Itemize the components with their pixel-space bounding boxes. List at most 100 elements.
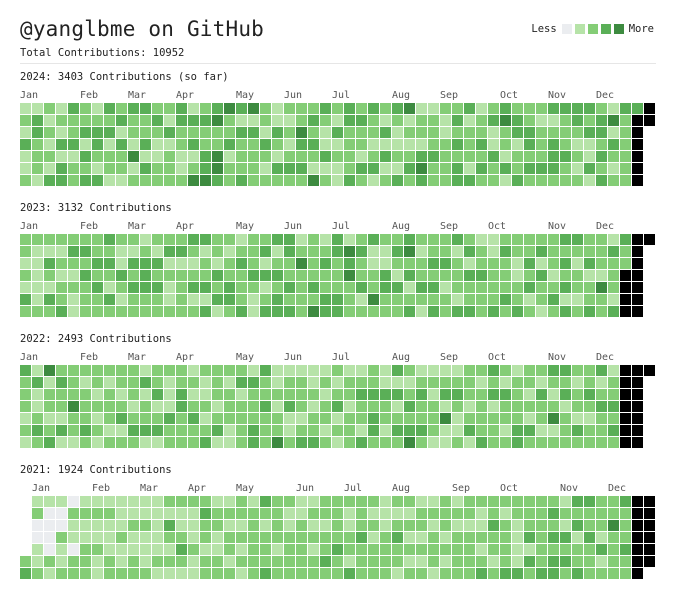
- day-cell: [332, 413, 343, 424]
- day-cell: [140, 413, 151, 424]
- day-cell: [560, 282, 571, 293]
- day-cell: [92, 103, 103, 114]
- day-cell: [572, 234, 583, 245]
- day-cell: [140, 377, 151, 388]
- day-cell: [68, 258, 79, 269]
- day-cell: [188, 139, 199, 150]
- year-title-2021: 2021: 1924 Contributions: [20, 464, 172, 476]
- day-cell: [236, 556, 247, 567]
- day-cell: [176, 556, 187, 567]
- day-cell: [44, 413, 55, 424]
- day-cell: [548, 258, 559, 269]
- day-cell: [296, 127, 307, 138]
- day-cell: [80, 139, 91, 150]
- day-cell: [512, 282, 523, 293]
- day-cell: [224, 282, 235, 293]
- day-cell: [212, 163, 223, 174]
- day-cell: [560, 175, 571, 186]
- day-cell: [428, 568, 439, 579]
- day-cell: [164, 496, 175, 507]
- day-cell: [560, 425, 571, 436]
- day-cell: [308, 282, 319, 293]
- day-cell: [452, 234, 463, 245]
- day-cell: [296, 103, 307, 114]
- day-cell: [620, 496, 631, 507]
- day-cell: [428, 365, 439, 376]
- day-cell: [548, 234, 559, 245]
- day-cell: [344, 103, 355, 114]
- day-cell: [620, 544, 631, 555]
- day-cell: [104, 163, 115, 174]
- day-cell: [44, 556, 55, 567]
- day-cell: [164, 568, 175, 579]
- day-cell: [212, 508, 223, 519]
- day-cell: [188, 413, 199, 424]
- day-cell: [404, 425, 415, 436]
- day-cell: [164, 258, 175, 269]
- day-cell: [200, 544, 211, 555]
- day-cell: [392, 425, 403, 436]
- day-cell: [476, 306, 487, 317]
- day-cell: [308, 103, 319, 114]
- day-cell: [164, 532, 175, 543]
- day-cell: [632, 294, 643, 305]
- day-cell: [224, 163, 235, 174]
- day-cell: [440, 413, 451, 424]
- day-cell: [344, 544, 355, 555]
- day-cell: [68, 544, 79, 555]
- day-cell: [416, 496, 427, 507]
- day-cell: [248, 437, 259, 448]
- day-cell: [644, 520, 655, 531]
- day-cell: [128, 151, 139, 162]
- day-cell: [464, 151, 475, 162]
- day-cell: [164, 556, 175, 567]
- day-cell: [356, 282, 367, 293]
- day-cell: [296, 437, 307, 448]
- day-cell: [296, 389, 307, 400]
- day-cell: [632, 532, 643, 543]
- day-cell: [260, 175, 271, 186]
- day-cell: [116, 115, 127, 126]
- day-cell: [416, 425, 427, 436]
- day-cell: [476, 127, 487, 138]
- day-cell: [224, 496, 235, 507]
- day-cell: [236, 389, 247, 400]
- day-cell: [392, 556, 403, 567]
- day-cell: [272, 556, 283, 567]
- day-cell: [356, 365, 367, 376]
- day-cell: [476, 437, 487, 448]
- day-cell: [584, 520, 595, 531]
- day-cell: [68, 365, 79, 376]
- day-cell: [284, 246, 295, 257]
- day-cell: [620, 520, 631, 531]
- day-cell: [368, 163, 379, 174]
- day-cell: [596, 139, 607, 150]
- day-cell: [56, 437, 67, 448]
- day-cell: [584, 413, 595, 424]
- day-cell: [32, 127, 43, 138]
- day-cell: [260, 282, 271, 293]
- month-label: Mar: [140, 483, 158, 494]
- day-cell: [212, 234, 223, 245]
- day-cell: [236, 234, 247, 245]
- day-cell: [368, 365, 379, 376]
- day-cell: [344, 234, 355, 245]
- day-cell: [44, 425, 55, 436]
- day-cell: [260, 496, 271, 507]
- day-cell: [164, 544, 175, 555]
- day-cell: [32, 544, 43, 555]
- day-cell: [560, 532, 571, 543]
- day-cell: [428, 115, 439, 126]
- day-cell: [464, 175, 475, 186]
- day-cell: [152, 103, 163, 114]
- day-cell: [152, 413, 163, 424]
- day-cell: [20, 294, 31, 305]
- day-cell: [308, 115, 319, 126]
- day-cell: [416, 175, 427, 186]
- day-cell: [284, 377, 295, 388]
- day-cell: [488, 496, 499, 507]
- day-cell: [176, 437, 187, 448]
- day-cell: [476, 258, 487, 269]
- day-cell: [452, 103, 463, 114]
- day-cell: [428, 246, 439, 257]
